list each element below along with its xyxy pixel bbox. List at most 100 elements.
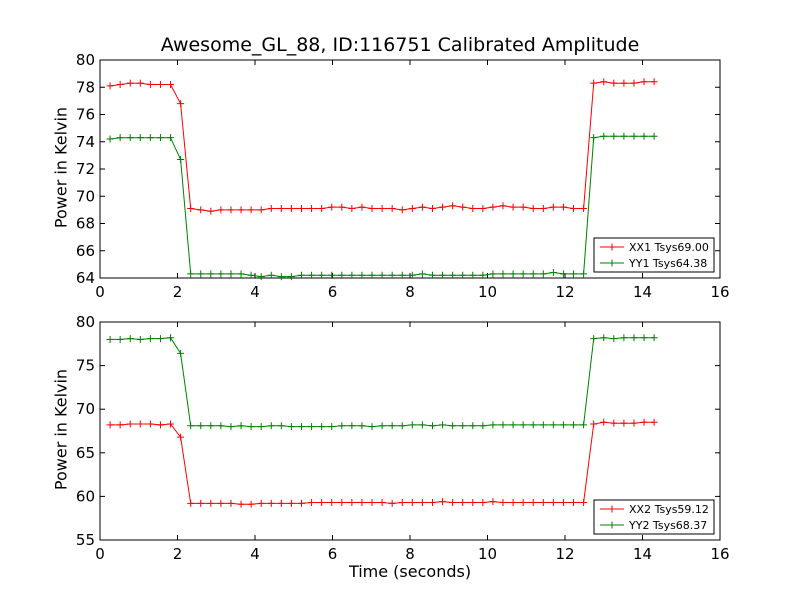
data-point [106, 82, 114, 90]
data-point [156, 134, 164, 142]
data-point [610, 132, 618, 140]
data-point [489, 421, 497, 429]
y-tick-label: 78 [76, 78, 95, 96]
data-point [539, 421, 547, 429]
data-point [580, 270, 588, 278]
data-point [217, 499, 225, 507]
data-point [489, 498, 497, 506]
data-point [156, 335, 164, 343]
data-point [479, 205, 487, 213]
data-point [529, 499, 537, 507]
data-point [479, 422, 487, 430]
data-point [298, 205, 305, 213]
data-point [187, 422, 195, 430]
x-tick-label: 0 [95, 283, 105, 301]
data-point [217, 270, 225, 278]
data-point [338, 422, 346, 430]
data-point [146, 134, 154, 142]
data-point [257, 423, 265, 431]
data-point [559, 270, 567, 278]
data-point [630, 132, 638, 140]
data-point [570, 270, 578, 278]
data-point [106, 135, 114, 143]
data-point [126, 79, 134, 87]
data-point [207, 422, 215, 430]
data-point [197, 422, 205, 430]
legend-label: XX2 Tsys59.12 [629, 503, 709, 516]
data-point [640, 418, 648, 426]
data-point [328, 499, 336, 507]
data-point [378, 422, 386, 430]
data-point [559, 203, 567, 211]
data-point [267, 271, 275, 279]
legend: XX1 Tsys69.00 YY1 Tsys64.38 [593, 237, 715, 273]
data-point [328, 203, 336, 211]
data-point [529, 421, 537, 429]
data-point [237, 270, 245, 278]
data-point [136, 134, 144, 142]
series-line [110, 337, 655, 428]
data-point [156, 81, 164, 89]
data-point [136, 335, 144, 343]
data-point [398, 422, 406, 430]
data-point [237, 206, 245, 214]
data-point [418, 499, 426, 507]
data-point [650, 418, 658, 426]
data-point [570, 421, 578, 429]
data-point [318, 271, 326, 279]
y-tick-label: 70 [76, 187, 95, 205]
data-point [308, 205, 316, 213]
y-tick-label: 68 [76, 215, 95, 233]
legend-box [593, 237, 715, 273]
data-point [207, 207, 215, 215]
data-point [489, 270, 497, 278]
x-tick-label: 6 [328, 545, 338, 563]
legend-label: YY2 Tsys68.37 [628, 519, 707, 532]
x-tick-label: 2 [173, 283, 183, 301]
data-point [358, 271, 366, 279]
data-point [640, 334, 648, 342]
data-point [146, 81, 154, 89]
legend-label: YY1 Tsys64.38 [628, 257, 707, 270]
data-point [187, 499, 195, 507]
legend-marker [608, 521, 616, 529]
data-point [610, 419, 618, 427]
data-point [620, 132, 628, 140]
data-point [287, 499, 295, 507]
data-point [197, 206, 205, 214]
data-point [600, 334, 608, 342]
data-point [590, 79, 598, 87]
x-tick-label: 12 [555, 283, 574, 301]
data-point [298, 423, 305, 431]
data-point [227, 206, 235, 214]
data-point [267, 499, 275, 507]
data-point [549, 421, 557, 429]
data-point [167, 134, 175, 142]
series-xx1 [106, 78, 658, 215]
data-point [449, 202, 457, 210]
data-point [428, 422, 436, 430]
data-point [348, 271, 356, 279]
data-point [408, 205, 416, 213]
data-point [308, 499, 316, 507]
data-point [207, 270, 215, 278]
data-point [378, 499, 386, 507]
data-point [287, 273, 295, 281]
data-point [277, 273, 285, 281]
data-point [650, 334, 658, 342]
data-point [358, 203, 366, 211]
data-point [328, 271, 336, 279]
data-point [489, 203, 497, 211]
data-point [318, 499, 326, 507]
data-point [247, 206, 255, 214]
data-point [267, 422, 275, 430]
data-point [449, 271, 457, 279]
y-tick-label: 55 [76, 531, 95, 549]
y-tick-label: 76 [76, 106, 95, 124]
data-point [459, 203, 467, 211]
data-point [217, 422, 225, 430]
data-point [358, 499, 366, 507]
data-point [539, 499, 547, 507]
data-point [408, 271, 416, 279]
data-point [227, 270, 235, 278]
